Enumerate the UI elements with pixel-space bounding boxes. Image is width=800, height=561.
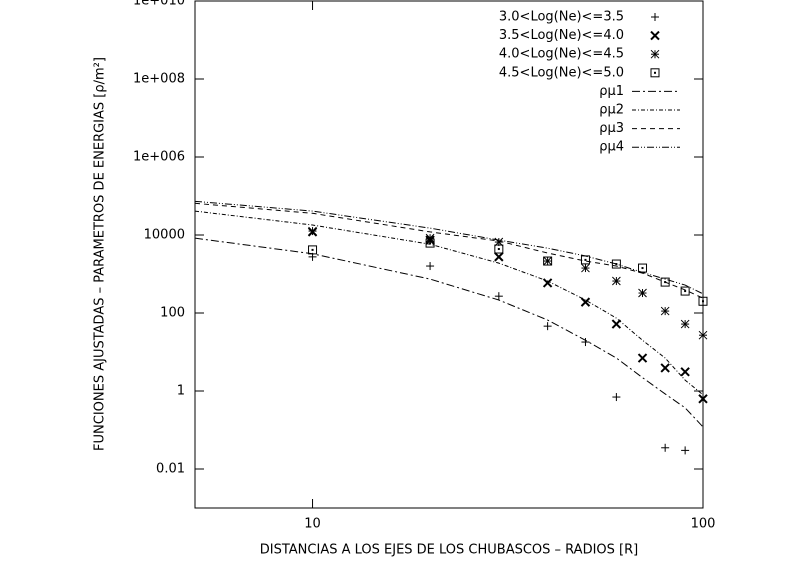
legend-label: ρμ2 [599,103,624,118]
marker-stroke [546,260,549,263]
marker-stroke [611,319,622,329]
marker-stroke [698,330,708,340]
marker-stroke [698,394,708,404]
marker-asterisk [581,263,590,273]
marker-asterisk [638,288,647,298]
y-tick-label: 1e+008 [133,72,185,87]
legend-label: 4.0<Log(Ne)<=4.5 [499,47,624,62]
marker-cross [494,252,504,262]
marker-stroke [637,353,648,363]
fit-line [195,237,703,428]
y-axis-label: FUNCIONES AJUSTADAS – PARAMETROS DE ENER… [93,57,108,451]
marker-stroke [702,300,704,303]
marker-asterisk [650,49,660,59]
marker-stroke [494,244,504,254]
marker-stroke [425,233,435,243]
marker-stroke [654,71,656,74]
marker-stroke [638,288,647,298]
marker-stroke [542,278,553,288]
marker-asterisk [308,226,317,236]
marker-cross [660,363,670,373]
marker-square [698,296,708,306]
marker-stroke [429,242,432,245]
marker-stroke [612,276,621,286]
marker-stroke [680,367,690,377]
marker-stroke [543,256,553,266]
marker-asterisk [660,306,670,316]
marker-stroke [660,363,670,373]
marker-plus [651,13,659,21]
y-tick-label: 1 [177,384,185,399]
marker-stroke [660,277,670,287]
x-tick-label: 10 [304,517,321,532]
marker-square [650,68,660,78]
marker-stroke [680,286,690,296]
marker-plus [494,292,503,301]
marker-plus [543,322,552,331]
y-tick-label: 10000 [144,228,185,243]
x-tick-label: 100 [691,517,716,532]
marker-square [494,244,504,254]
marker-stroke [580,297,591,307]
marker-cross [580,297,591,307]
marker-stroke [308,226,317,236]
marker-square [680,286,690,296]
marker-cross [611,319,622,329]
legend-label: 3.0<Log(Ne)<=3.5 [499,10,624,25]
marker-plus [426,262,435,271]
marker-stroke [698,296,708,306]
marker-stroke [611,259,621,269]
marker-stroke [425,238,435,248]
marker-plus [681,446,690,455]
marker-square [638,263,648,273]
legend-label: 3.5<Log(Ne)<=4.0 [499,28,624,43]
y-tick-label: 1e+006 [133,150,185,165]
y-tick-label: 0.01 [156,462,185,477]
fit-line [195,200,703,295]
marker-cross [637,353,648,363]
marker-asterisk [698,330,708,340]
marker-plus [661,443,670,452]
fit-line [195,210,703,396]
marker-stroke [650,49,660,59]
legend-label: 4.5<Log(Ne)<=5.0 [499,65,624,80]
marker-cross [680,367,690,377]
marker-square [543,256,553,266]
marker-stroke [584,258,587,261]
legend-label: ρμ4 [599,140,624,155]
marker-cross [650,30,660,41]
marker-asterisk [425,233,435,243]
marker-stroke [684,290,687,293]
marker-stroke [581,263,590,273]
marker-stroke [680,319,690,329]
y-tick-label: 1e+010 [133,0,185,9]
fit-line [195,202,703,299]
legend-label: ρμ3 [599,121,624,136]
marker-asterisk [680,319,690,329]
marker-asterisk [612,276,621,286]
legend-label: ρμ1 [599,84,624,99]
marker-cross [698,394,708,404]
y-tick-label: 100 [160,306,185,321]
marker-stroke [311,248,314,251]
x-axis-label: DISTANCIAS A LOS EJES DE LOS CHUBASCOS –… [260,543,638,558]
marker-stroke [497,248,500,251]
marker-plus [612,393,621,402]
plot-frame [194,0,704,509]
marker-square [425,238,435,248]
marker-stroke [641,267,644,270]
marker-stroke [494,252,504,262]
marker-stroke [650,68,660,78]
marker-square [308,245,318,255]
marker-plus [581,338,590,347]
marker-square [580,255,590,265]
marker-stroke [660,306,670,316]
marker-stroke [650,30,660,41]
